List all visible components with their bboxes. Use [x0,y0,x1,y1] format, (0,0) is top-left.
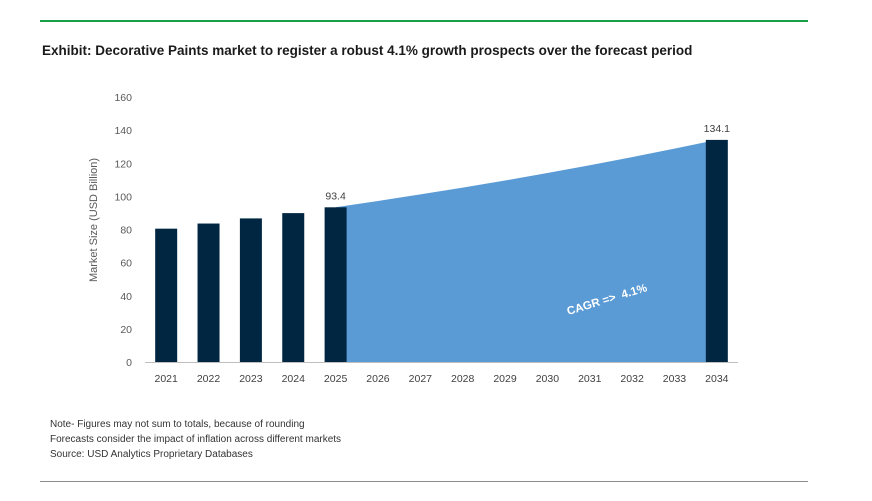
x-tick-2021: 2021 [154,373,178,385]
y-axis-title: Market Size (USD Billion) [88,158,100,282]
x-tick-2026: 2026 [366,373,390,385]
x-tick-2031: 2031 [578,373,602,385]
bar-2021 [155,228,178,362]
footnotes: Note- Figures may not sum to totals, bec… [50,417,341,462]
data-labels: 93.4 134.1 [325,123,730,202]
bar-2023 [239,218,262,362]
bar-2034 [705,139,728,362]
y-tick-100: 100 [114,191,132,203]
x-tick-2034: 2034 [705,373,729,385]
note-rounding: Note- Figures may not sum to totals, bec… [50,419,305,430]
y-tick-60: 60 [120,258,132,270]
x-tick-2030: 2030 [536,373,560,385]
y-tick-0: 0 [126,357,132,369]
x-tick-2029: 2029 [493,373,517,385]
x-tick-2033: 2033 [663,373,687,385]
x-tick-2025: 2025 [324,373,348,385]
bar-2024 [282,213,305,362]
x-tick-2022: 2022 [197,373,221,385]
bar-2022 [197,223,220,362]
forecast-area [335,139,717,362]
note-source: Source: USD Analytics Proprietary Databa… [50,449,253,460]
top-accent-rule [40,20,808,22]
data-label-2025: 93.4 [325,190,346,202]
x-tick-2032: 2032 [620,373,644,385]
forecast-area-layer [335,139,717,362]
exhibit-title: Exhibit: Decorative Paints market to reg… [42,43,693,58]
bar-2025 [324,207,347,362]
y-tick-140: 140 [114,125,132,137]
y-tick-80: 80 [120,225,132,237]
x-tick-2028: 2028 [451,373,475,385]
y-tick-120: 120 [114,158,132,170]
y-tick-160: 160 [114,92,132,104]
bottom-rule [40,481,808,482]
bar-layer [155,139,728,362]
y-tick-20: 20 [120,324,132,336]
x-tick-labels: 2021 2022 2023 2024 2025 2026 2027 2028 2029 2030… [154,373,728,385]
data-label-2034: 134.1 [704,123,730,135]
x-tick-2027: 2027 [409,373,433,385]
note-inflation: Forecasts consider the impact of inflati… [50,434,342,445]
x-tick-2023: 2023 [239,373,263,385]
y-tick-labels: 0 20 40 60 80 100 120 140 160 [114,92,132,369]
x-tick-2024: 2024 [282,373,306,385]
y-tick-40: 40 [120,291,132,303]
